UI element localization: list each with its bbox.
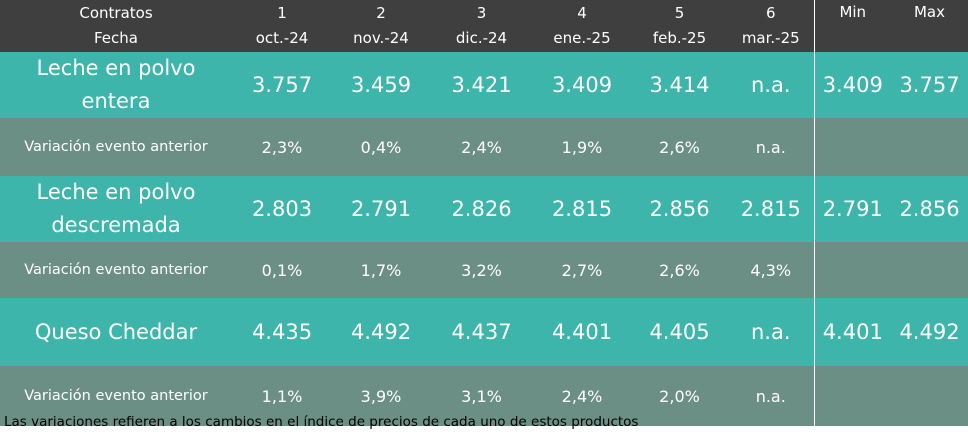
price-cell: 4.401: [533, 298, 631, 366]
price-cell: 3.414: [631, 52, 728, 118]
empty-min-cell: [813, 118, 891, 176]
variation-cell: 2,6%: [631, 242, 728, 298]
header-contract-2: 2 nov.-24: [332, 0, 430, 52]
contract-number: 4: [577, 4, 587, 22]
price-cell: 4.435: [232, 298, 332, 366]
contract-date: feb.-25: [652, 29, 707, 47]
price-cell: 2.826: [430, 176, 533, 242]
variation-cell: 3,1%: [430, 366, 533, 426]
contract-date: mar.-25: [741, 29, 800, 47]
max-value: 3.757: [891, 52, 968, 118]
contract-number: 1: [277, 4, 287, 22]
variation-cell: 1,7%: [332, 242, 430, 298]
footnote: Las variaciones refieren a los cambios e…: [4, 414, 639, 430]
min-label: Min: [839, 3, 867, 21]
dairy-futures-table: Contratos Fecha 1 oct.-24 2 nov.-24 3 dic.-…: [0, 0, 968, 426]
price-cell: 4.405: [631, 298, 728, 366]
product-name: Leche en polvo: [36, 56, 196, 80]
variation-cell: 4,3%: [728, 242, 814, 298]
product-row-cheddar: Queso Cheddar 4.435 4.492 4.437 4.401 4.…: [0, 298, 968, 366]
empty-max-cell: [891, 366, 968, 426]
product-name-cont: descremada: [51, 213, 181, 237]
header-label-cell: Contratos Fecha: [0, 0, 232, 52]
variation-cell: 2,3%: [232, 118, 332, 176]
product-name: Leche en polvo: [36, 180, 196, 204]
price-cell: 3.409: [533, 52, 631, 118]
product-row-whole-milk-powder: Leche en polvo entera 3.757 3.459 3.421 3…: [0, 52, 968, 118]
variation-cell: 0,1%: [232, 242, 332, 298]
price-cell: 2.815: [728, 176, 814, 242]
variation-cell: 3,9%: [332, 366, 430, 426]
empty-max-cell: [891, 242, 968, 298]
product-name-cell: Queso Cheddar: [0, 298, 232, 366]
header-contract-6: 6 mar.-25: [728, 0, 814, 52]
price-cell: 2.791: [332, 176, 430, 242]
contract-date: ene.-25: [553, 29, 611, 47]
variation-cell: 2,7%: [533, 242, 631, 298]
variation-label: Variación evento anterior: [0, 118, 232, 176]
contract-number: 5: [674, 4, 685, 22]
max-label: Max: [913, 3, 945, 21]
price-cell: 3.757: [232, 52, 332, 118]
min-value: 3.409: [813, 52, 891, 118]
contract-number: 3: [476, 4, 487, 22]
product-name-cell: Leche en polvo entera: [0, 52, 232, 118]
variation-row-cheddar: Variación evento anterior 1,1% 3,9% 3,1%…: [0, 366, 968, 426]
min-value: 2.791: [813, 176, 891, 242]
empty-min-cell: [813, 242, 891, 298]
price-cell: 4.492: [332, 298, 430, 366]
variation-label: Variación evento anterior: [0, 242, 232, 298]
price-cell: 2.856: [631, 176, 728, 242]
variation-cell: n.a.: [728, 118, 814, 176]
min-value: 4.401: [813, 298, 891, 366]
price-cell: n.a.: [728, 298, 814, 366]
product-name-cell: Leche en polvo descremada: [0, 176, 232, 242]
date-label: Fecha: [94, 29, 138, 47]
product-name-cont: entera: [81, 89, 151, 113]
header-row: Contratos Fecha 1 oct.-24 2 nov.-24 3 dic.-…: [0, 0, 968, 52]
price-cell: 4.437: [430, 298, 533, 366]
variation-row-whole-milk-powder: Variación evento anterior 2,3% 0,4% 2,4%…: [0, 118, 968, 176]
max-value: 2.856: [891, 176, 968, 242]
variation-cell: 3,2%: [430, 242, 533, 298]
header-contract-5: 5 feb.-25: [631, 0, 728, 52]
variation-cell: 2,0%: [631, 366, 728, 426]
price-cell: 2.815: [533, 176, 631, 242]
contract-date: nov.-24: [353, 29, 409, 47]
empty-min-cell: [813, 366, 891, 426]
empty-max-cell: [891, 118, 968, 176]
header-contract-4: 4 ene.-25: [533, 0, 631, 52]
variation-cell: 1,9%: [533, 118, 631, 176]
header-min: Min: [813, 0, 891, 52]
header-max: Max: [891, 0, 968, 52]
product-row-skim-milk-powder: Leche en polvo descremada 2.803 2.791 2.8…: [0, 176, 968, 242]
price-cell: 2.803: [232, 176, 332, 242]
contract-date: dic.-24: [455, 29, 508, 47]
contracts-label: Contratos: [79, 4, 153, 22]
price-cell: 3.421: [430, 52, 533, 118]
max-value: 4.492: [891, 298, 968, 366]
header-contract-3: 3 dic.-24: [430, 0, 533, 52]
price-cell: n.a.: [728, 52, 814, 118]
product-name: Queso Cheddar: [34, 319, 198, 344]
variation-label: Variación evento anterior: [0, 366, 232, 426]
contract-number: 2: [376, 4, 386, 22]
variation-row-skim-milk-powder: Variación evento anterior 0,1% 1,7% 3,2%…: [0, 242, 968, 298]
variation-cell: n.a.: [728, 366, 814, 426]
variation-cell: 1,1%: [232, 366, 332, 426]
variation-cell: 2,6%: [631, 118, 728, 176]
contract-date: oct.-24: [255, 29, 309, 47]
header-contract-1: 1 oct.-24: [232, 0, 332, 52]
variation-cell: 2,4%: [430, 118, 533, 176]
price-cell: 3.459: [332, 52, 430, 118]
variation-cell: 0,4%: [332, 118, 430, 176]
contract-number: 6: [765, 4, 776, 22]
variation-cell: 2,4%: [533, 366, 631, 426]
